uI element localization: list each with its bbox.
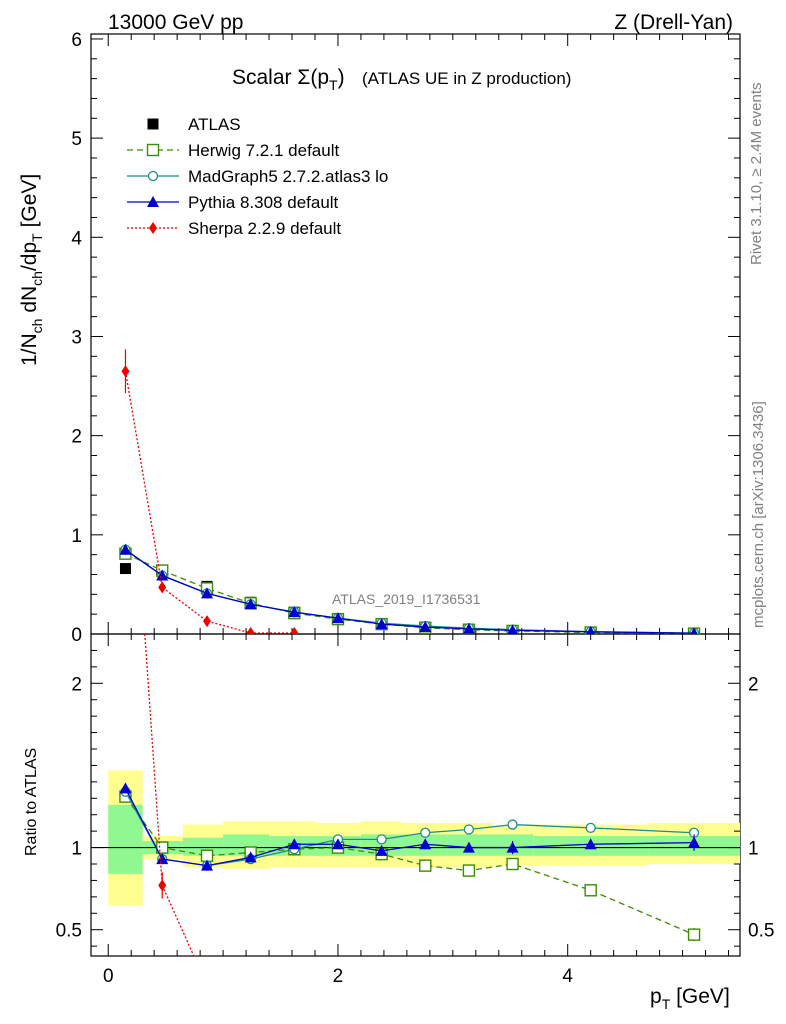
herwig-ratio-point xyxy=(419,859,432,872)
rivet-label: Rivet 3.1.10, ≥ 2.4M events xyxy=(748,83,765,266)
pythia-main-point xyxy=(119,543,132,555)
pythia-main-point xyxy=(375,618,388,630)
madgraph5-ratio-point xyxy=(507,819,518,830)
legend-marker-madgraph5 xyxy=(147,170,159,182)
x-axis-label: pT [GeV] xyxy=(650,985,730,1012)
legend-marker-herwig xyxy=(146,143,160,157)
herwig-ratio-point xyxy=(462,864,476,877)
main-y-axis-label: 1/Nch dNch/dpT [GeV] xyxy=(18,174,45,366)
ratio-y-tick-label-right: 2 xyxy=(748,674,759,695)
legend-label-atlas: ATLAS xyxy=(188,115,241,134)
madgraph5-ratio-point xyxy=(585,822,596,834)
main-y-tick-label: 2 xyxy=(71,427,82,448)
madgraph5-ratio-point xyxy=(463,824,475,835)
atlas-uncertainty-bands xyxy=(91,770,740,906)
madgraph5-ratio-point xyxy=(376,834,387,845)
pythia-ratio-point xyxy=(688,836,701,848)
sherpa-main-point xyxy=(203,615,212,628)
ratio-y-tick-label-right: 1 xyxy=(748,839,759,860)
axes-ticks: 0 2 4 0 1 2 3 4 5 6 0.5 0.5 1 1 2 2 xyxy=(56,30,775,987)
pythia-main-point xyxy=(586,625,596,634)
pythia-ratio-point xyxy=(156,853,169,865)
legend-marker-sherpa xyxy=(149,222,157,234)
ratio-series-group xyxy=(119,634,701,956)
pythia-ratio-point xyxy=(331,838,344,850)
legend-label-pythia: Pythia 8.308 default xyxy=(188,193,339,212)
main-y-tick-label: 3 xyxy=(71,327,82,348)
legend-marker-pythia xyxy=(147,196,159,207)
legend-label-sherpa: Sherpa 2.2.9 default xyxy=(188,219,341,238)
pythia-ratio-point xyxy=(462,841,475,853)
pythia-main-point xyxy=(331,612,344,624)
pythia-ratio-point xyxy=(201,859,214,871)
pythia-ratio-point xyxy=(288,838,301,850)
pythia-main-point xyxy=(507,624,518,634)
main-series-group xyxy=(119,349,701,634)
sherpa-main-point xyxy=(290,627,299,634)
ratio-y-tick-label-right: 0.5 xyxy=(748,921,774,942)
sherpa-ratio-line xyxy=(144,634,195,956)
header-energy: 13000 GeV pp xyxy=(108,11,243,34)
pythia-main-line xyxy=(125,549,695,634)
pythia-ratio-line xyxy=(124,788,695,867)
herwig-ratio-line xyxy=(124,796,695,936)
band-inner-0 xyxy=(108,804,143,874)
legend: ATLAS Herwig 7.2.1 default MadGraph5 2.7.2… xyxy=(127,115,388,238)
sherpa-main-point xyxy=(158,581,167,594)
sherpa-main-point xyxy=(121,365,130,378)
header-process: Z (Drell-Yan) xyxy=(614,11,733,34)
main-y-tick-label: 4 xyxy=(71,228,82,249)
pythia-main-point xyxy=(419,621,432,633)
x-tick-label: 0 xyxy=(103,966,114,987)
herwig-ratio-point xyxy=(506,857,519,871)
herwig-ratio-point xyxy=(200,849,214,862)
legend-label-herwig: Herwig 7.2.1 default xyxy=(188,141,339,160)
analysis-watermark: ATLAS_2019_I1736531 xyxy=(332,591,481,607)
sherpa-main-point xyxy=(246,627,255,634)
pythia-main-point xyxy=(462,622,475,634)
main-y-tick-label: 5 xyxy=(71,129,82,150)
ratio-y-tick-label: 0.5 xyxy=(56,921,82,942)
main-y-tick-label: 1 xyxy=(71,526,82,547)
pythia-main-point xyxy=(244,598,257,610)
atlas-point xyxy=(119,563,131,575)
pythia-ratio-point xyxy=(119,782,132,794)
band-inner-3 xyxy=(223,834,270,856)
series-layer xyxy=(119,349,701,956)
pythia-ratio-point xyxy=(244,851,257,863)
pythia-ratio-point xyxy=(506,841,519,853)
pythia-main-point xyxy=(156,569,169,581)
x-tick-label: 2 xyxy=(333,966,344,987)
pythia-ratio-point xyxy=(375,844,388,856)
legend-label-madgraph5: MadGraph5 2.7.2.atlas3 lo xyxy=(188,167,388,186)
x-tick-label: 4 xyxy=(562,966,573,987)
plot-subtitle: (ATLAS UE in Z production) xyxy=(362,69,571,88)
pythia-ratio-point xyxy=(419,838,432,850)
mcplots-label: mcplots.cern.ch [arXiv:1306.3436] xyxy=(750,401,767,628)
herwig-ratio-point xyxy=(584,884,597,897)
main-y-tick-label: 0 xyxy=(71,625,82,646)
pythia-main-point xyxy=(201,587,214,599)
ratio-panel-frame xyxy=(90,633,741,957)
herwig-ratio-point xyxy=(687,928,701,941)
plot-title: Scalar Σ(pT) xyxy=(232,66,345,93)
pythia-ratio-point xyxy=(584,838,597,850)
pythia-main-point xyxy=(690,627,698,634)
ratio-y-axis-label: Ratio to ATLAS xyxy=(23,748,40,856)
sherpa-ratio-point xyxy=(158,879,167,892)
ratio-y-tick-label: 2 xyxy=(71,674,82,695)
ratio-y-tick-label: 1 xyxy=(71,839,82,860)
madgraph5-ratio-point xyxy=(420,827,431,838)
pythia-main-point xyxy=(288,606,301,618)
legend-marker-atlas xyxy=(147,118,159,130)
main-y-tick-label: 6 xyxy=(71,30,82,51)
